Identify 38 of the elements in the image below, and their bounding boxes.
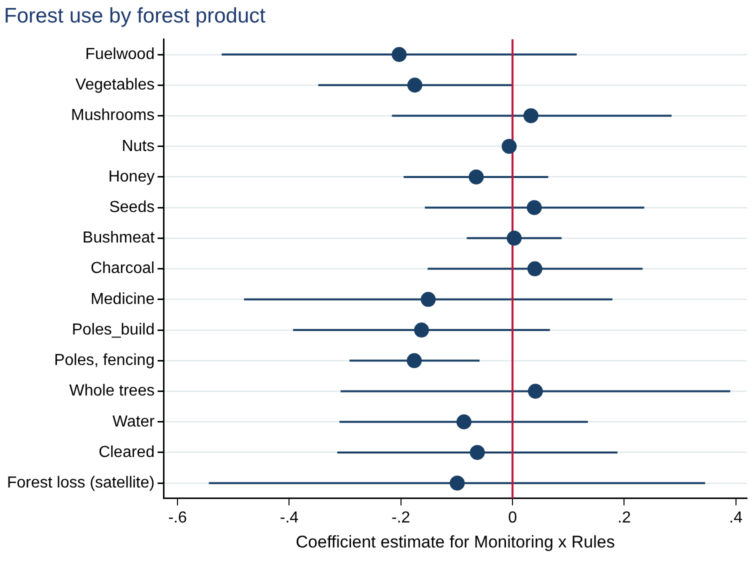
point (392, 47, 407, 62)
point (450, 476, 465, 491)
x-tick-label: -.6 (168, 509, 187, 526)
y-tick-label: Mushrooms (71, 107, 155, 124)
chart-title: Forest use by forest product (4, 4, 266, 28)
y-tick-label: Water (112, 413, 156, 430)
y-tick-label: Poles_build (72, 321, 155, 338)
y-tick-label: Whole trees (69, 382, 155, 400)
point (456, 414, 472, 430)
point (526, 200, 542, 216)
x-tick-label: -.2 (392, 509, 410, 526)
point (407, 78, 422, 93)
y-tick-label: Poles, fencing (54, 352, 155, 370)
x-tick-label: 0 (508, 509, 518, 526)
y-tick-label: Charcoal (90, 260, 155, 278)
x-tick-label: .2 (618, 509, 631, 526)
point (527, 261, 542, 276)
point (523, 108, 538, 124)
x-tick-label: -.4 (280, 509, 299, 526)
point (468, 169, 484, 184)
y-tick-label: Medicine (90, 290, 155, 308)
point (502, 138, 517, 154)
y-tick-label: Vegetables (75, 76, 155, 94)
point (414, 322, 430, 338)
x-tick-label: .4 (729, 509, 743, 526)
x-axis-title: Coefficient estimate for Monitoring x Rules (296, 532, 615, 552)
point (420, 292, 436, 307)
y-tick-label: Honey (108, 168, 155, 186)
y-tick-label: Forest loss (satellite) (7, 474, 155, 492)
point (470, 444, 485, 460)
point (506, 230, 522, 246)
y-tick-label: Cleared (98, 444, 155, 461)
point (528, 384, 543, 399)
y-tick-label: Seeds (109, 198, 155, 216)
y-tick-label: Fuelwood (85, 46, 155, 63)
y-tick-label: Bushmeat (82, 230, 156, 247)
point (406, 353, 422, 368)
y-tick-label: Nuts (122, 138, 155, 155)
